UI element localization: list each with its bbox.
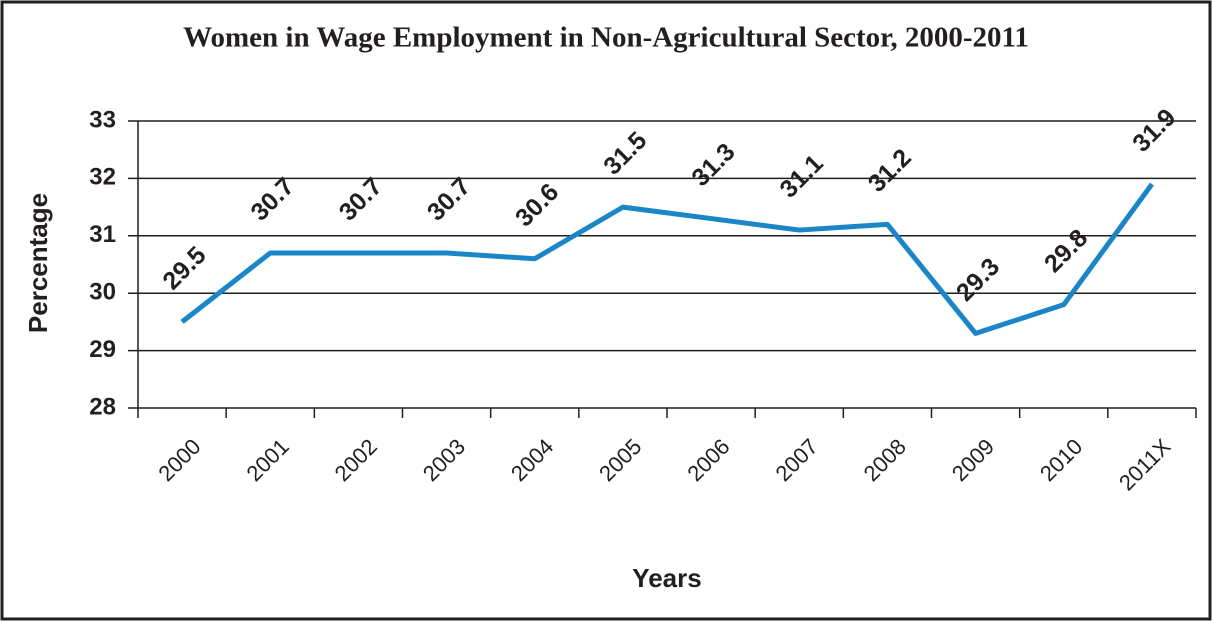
y-tick-label: 33 [89, 106, 116, 133]
chart-title: Women in Wage Employment in Non-Agricult… [183, 22, 1029, 54]
y-tick-label: 28 [89, 393, 116, 420]
y-tick-label: 31 [89, 221, 116, 248]
y-axis-title: Percentage [23, 193, 53, 333]
x-axis-title: Years [632, 563, 701, 593]
y-tick-label: 32 [89, 164, 116, 191]
data-line [180, 182, 1154, 336]
y-tick-label: 29 [89, 336, 116, 363]
y-tick-label: 30 [89, 279, 116, 306]
